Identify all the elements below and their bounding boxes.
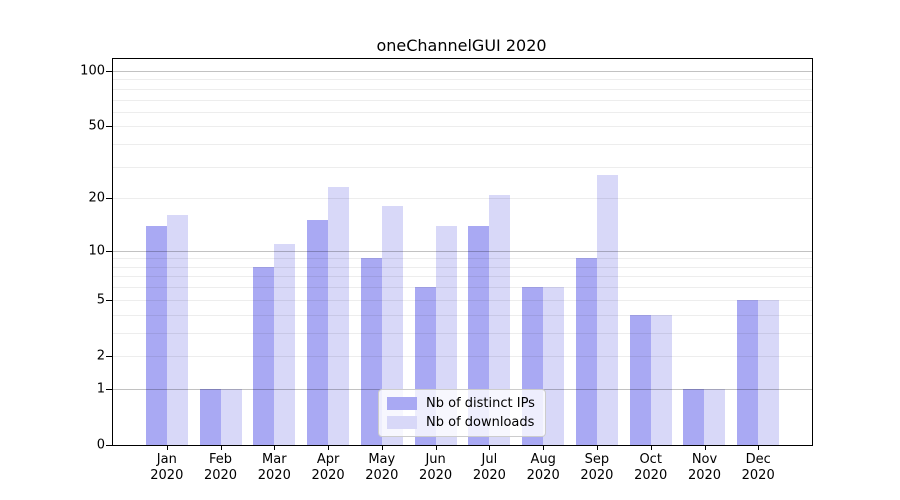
x-tick-may — [381, 445, 383, 450]
x-tick-label-dec: Dec 2020 — [741, 452, 775, 483]
x-tick-jul — [489, 445, 491, 450]
bar-distinct-ips-may — [360, 258, 382, 445]
x-tick-oct — [650, 445, 652, 450]
y-tick-50 — [106, 126, 112, 128]
y-tick-1 — [106, 388, 112, 390]
x-tick-jun — [435, 445, 437, 450]
x-tick-dec — [758, 445, 760, 450]
legend-swatch-downloads — [387, 416, 417, 429]
x-tick-aug — [543, 445, 545, 450]
bar-downloads-feb — [220, 388, 242, 445]
legend-label-distinct-ips: Nb of distinct IPs — [426, 396, 535, 411]
x-tick-label-apr: Apr 2020 — [311, 452, 345, 483]
y-tick-5 — [106, 299, 112, 301]
x-tick-sep — [596, 445, 598, 450]
bar-downloads-mar — [274, 243, 296, 445]
y-tick-label-1: 1 — [96, 381, 105, 397]
x-tick-label-jul: Jul 2020 — [472, 452, 506, 483]
x-tick-label-mar: Mar 2020 — [257, 452, 291, 483]
y-tick-2 — [106, 356, 112, 357]
bar-distinct-ips-mar — [253, 266, 275, 445]
legend-swatch-distinct-ips — [387, 397, 417, 410]
y-tick-label-20: 20 — [88, 190, 105, 206]
legend-item-distinct-ips: Nb of distinct IPs — [387, 396, 535, 411]
y-tick-label-50: 50 — [88, 118, 105, 134]
bar-distinct-ips-jan — [145, 225, 167, 445]
bar-downloads-sep — [596, 174, 618, 445]
x-tick-label-nov: Nov 2020 — [687, 452, 722, 483]
x-tick-jan — [166, 445, 168, 450]
bar-downloads-dec — [758, 299, 780, 445]
x-tick-feb — [220, 445, 222, 450]
bar-downloads-oct — [650, 314, 672, 445]
chart-title: oneChannelGUI 2020 — [376, 36, 547, 55]
x-tick-nov — [704, 445, 706, 450]
y-tick-label-100: 100 — [80, 63, 105, 79]
x-tick-label-jun: Jun 2020 — [419, 452, 453, 483]
bar-downloads-jan — [166, 215, 188, 445]
x-tick-label-may: May 2020 — [365, 452, 399, 483]
x-tick-apr — [328, 445, 330, 450]
bar-downloads-nov — [704, 388, 726, 445]
x-tick-label-sep: Sep 2020 — [580, 452, 614, 483]
x-tick-mar — [274, 445, 276, 450]
bar-distinct-ips-feb — [199, 388, 221, 445]
y-tick-label-10: 10 — [88, 243, 105, 259]
y-tick-label-2: 2 — [96, 348, 105, 364]
legend-item-downloads: Nb of downloads — [387, 415, 535, 430]
legend: Nb of distinct IPs Nb of downloads — [378, 389, 546, 437]
bar-downloads-aug — [543, 287, 565, 445]
y-tick-20 — [106, 198, 112, 200]
y-tick-100 — [106, 70, 112, 72]
y-tick-label-0: 0 — [96, 437, 105, 453]
legend-label-downloads: Nb of downloads — [426, 415, 535, 430]
bar-distinct-ips-sep — [575, 258, 597, 445]
y-tick-0 — [106, 445, 112, 446]
x-tick-label-feb: Feb 2020 — [203, 452, 238, 483]
bar-distinct-ips-apr — [307, 220, 329, 445]
y-tick-10 — [106, 250, 112, 252]
x-tick-label-aug: Aug 2020 — [526, 452, 560, 483]
bar-distinct-ips-dec — [737, 299, 759, 445]
y-tick-label-5: 5 — [96, 292, 105, 308]
bar-distinct-ips-oct — [629, 314, 651, 445]
bars-layer — [113, 59, 812, 445]
bar-downloads-jul — [489, 194, 511, 445]
bar-downloads-apr — [328, 187, 350, 445]
bar-downloads-may — [381, 206, 403, 445]
plot-area: Nb of distinct IPs Nb of downloads 0 1 2 5 1… — [80, 58, 813, 483]
bar-distinct-ips-nov — [683, 388, 705, 445]
x-tick-label-oct: Oct 2020 — [634, 452, 668, 483]
x-tick-label-jan: Jan 2020 — [150, 452, 184, 483]
